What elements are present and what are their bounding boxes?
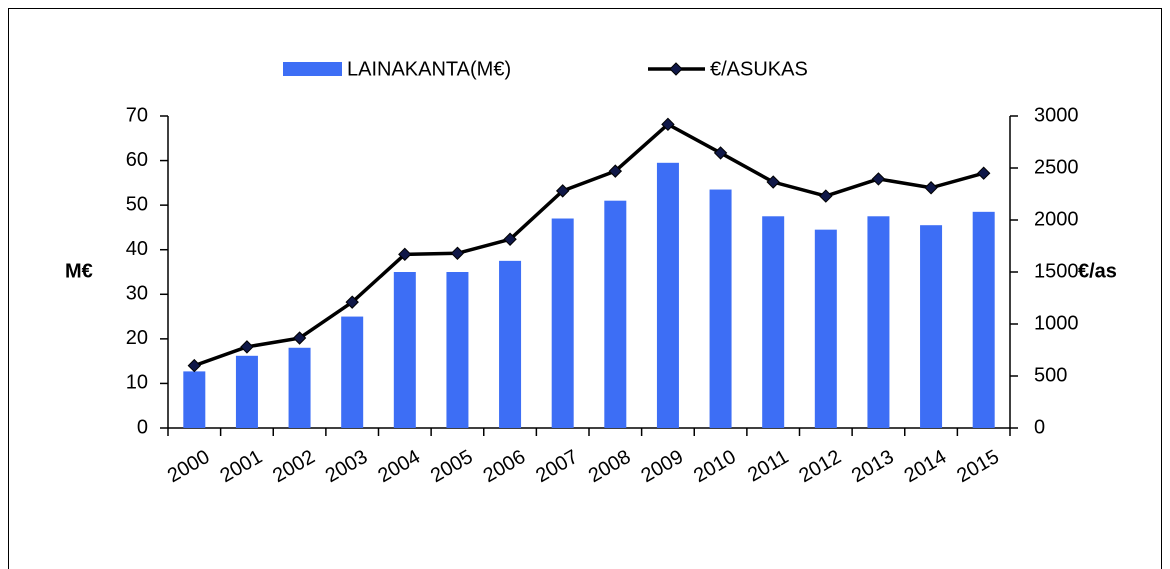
y-tick-label: 10 — [126, 372, 148, 394]
bar — [288, 347, 311, 428]
line-marker — [819, 189, 833, 203]
bar — [235, 355, 258, 428]
x-tick-label: 2015 — [953, 446, 1003, 487]
bar — [814, 229, 837, 428]
legend-label: LAINAKANTA(M€) — [347, 58, 511, 80]
bar — [183, 371, 206, 428]
bar — [867, 216, 890, 428]
bar — [499, 260, 522, 428]
line-marker — [661, 117, 675, 132]
x-tick-label: 2004 — [374, 446, 424, 487]
line-marker — [450, 246, 465, 260]
x-tick-label: 2009 — [638, 446, 688, 487]
line-marker — [240, 340, 254, 354]
line-marker — [871, 172, 886, 186]
line-marker — [503, 232, 517, 246]
y-tick-label: 30 — [126, 283, 148, 305]
line-marker — [713, 146, 728, 160]
y-tick-label: 20 — [126, 327, 148, 349]
line-marker — [345, 295, 359, 309]
x-tick-label: 2000 — [164, 446, 214, 487]
line-marker — [292, 331, 307, 345]
x-tick-label: 2006 — [480, 446, 530, 487]
bar — [762, 216, 785, 428]
bar — [709, 189, 732, 428]
bar — [972, 211, 995, 428]
y2-tick-label: 1500 — [1034, 260, 1079, 282]
chart-border — [8, 8, 1162, 569]
y-tick-label: 0 — [137, 416, 148, 438]
bar — [551, 218, 574, 428]
y-tick-label: 60 — [126, 149, 148, 171]
x-tick-label: 2007 — [532, 446, 582, 487]
x-tick-label: 2013 — [848, 446, 898, 487]
line — [193, 122, 985, 368]
line-marker — [924, 181, 938, 195]
bar — [341, 316, 364, 428]
line-marker — [608, 164, 623, 178]
x-tick-label: 2010 — [690, 446, 740, 487]
line-marker — [187, 358, 202, 373]
y2-axis-label: €/as — [1078, 260, 1117, 282]
bar — [920, 225, 943, 428]
x-tick-label: 2012 — [795, 446, 845, 487]
legend-swatch — [283, 62, 342, 76]
y-tick-label: 70 — [126, 104, 148, 126]
y2-tick-label: 2500 — [1034, 156, 1079, 178]
x-tick-label: 2005 — [427, 446, 477, 487]
bar — [446, 272, 469, 428]
y2-tick-label: 1000 — [1034, 312, 1079, 334]
line-marker — [555, 184, 570, 198]
legend-marker — [669, 62, 683, 76]
bar — [604, 200, 627, 428]
y-tick-label: 40 — [126, 238, 148, 260]
x-tick-label: 2014 — [901, 446, 951, 487]
legend-label: €/ASUKAS — [710, 58, 808, 80]
bar — [656, 162, 679, 429]
x-tick-label: 2011 — [744, 446, 792, 487]
y2-tick-label: 3000 — [1034, 104, 1079, 126]
y-axis-label: M€ — [65, 260, 93, 282]
y-tick-label: 50 — [126, 193, 148, 215]
y2-tick-label: 2000 — [1034, 208, 1079, 230]
x-tick-label: 2001 — [217, 446, 267, 487]
line-marker — [398, 247, 412, 262]
line-marker — [976, 166, 991, 180]
bar — [393, 272, 416, 428]
x-tick-label: 2008 — [585, 446, 635, 487]
line-marker — [766, 175, 780, 189]
y2-tick-label: 500 — [1034, 364, 1067, 386]
y2-tick-label: 0 — [1034, 416, 1045, 438]
x-tick-label: 2002 — [269, 446, 319, 487]
x-tick-label: 2003 — [322, 446, 372, 487]
